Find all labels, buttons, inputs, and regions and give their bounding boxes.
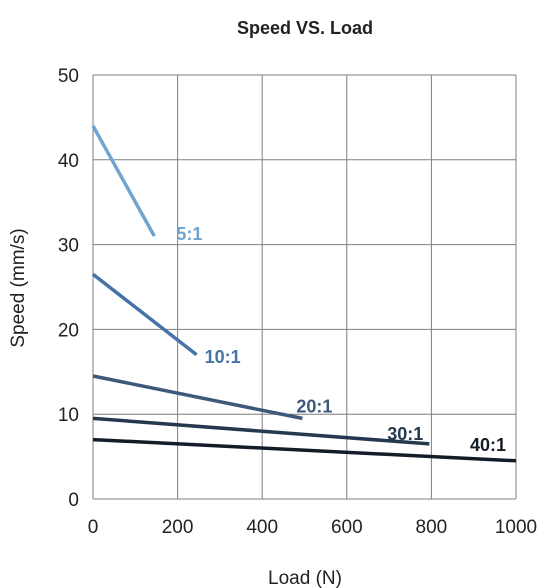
x-tick-label: 800	[416, 517, 448, 538]
y-tick-label: 10	[58, 405, 79, 426]
series-label: 40:1	[470, 435, 506, 455]
series-line-20-to-1	[92, 374, 303, 421]
x-tick-label: 400	[246, 517, 278, 538]
series-line-30-to-1	[92, 416, 430, 446]
series-line-40-to-1	[92, 437, 517, 463]
y-tick-label: 0	[68, 490, 79, 511]
x-axis-label: Load (N)	[268, 568, 342, 588]
y-axis-label: Speed (mm/s)	[8, 228, 29, 347]
series-line-5-to-1	[91, 125, 156, 237]
series-label-layer: 5:1 10:1 20:1 30:1 40:1	[176, 224, 506, 455]
series-layer	[91, 125, 517, 463]
y-tick-label: 50	[58, 66, 79, 87]
series-label: 5:1	[176, 224, 202, 244]
y-tick-label: 40	[58, 151, 79, 172]
x-tick-label: 1000	[495, 517, 537, 538]
y-tick-label: 30	[58, 236, 79, 257]
chart-title: Speed VS. Load	[237, 18, 373, 38]
grid-layer	[92, 74, 517, 500]
x-tick-label: 0	[88, 517, 99, 538]
x-tick-label: 200	[162, 517, 194, 538]
y-tick-label: 20	[58, 320, 79, 341]
tick-layer: 0 200 400 600 800 1000 0 10 20 30 40 50	[58, 66, 537, 538]
x-tick-label: 600	[331, 517, 363, 538]
series-label: 10:1	[205, 347, 241, 367]
series-label: 20:1	[296, 396, 332, 416]
series-label: 30:1	[387, 424, 423, 444]
series-line-10-to-1	[91, 272, 198, 357]
